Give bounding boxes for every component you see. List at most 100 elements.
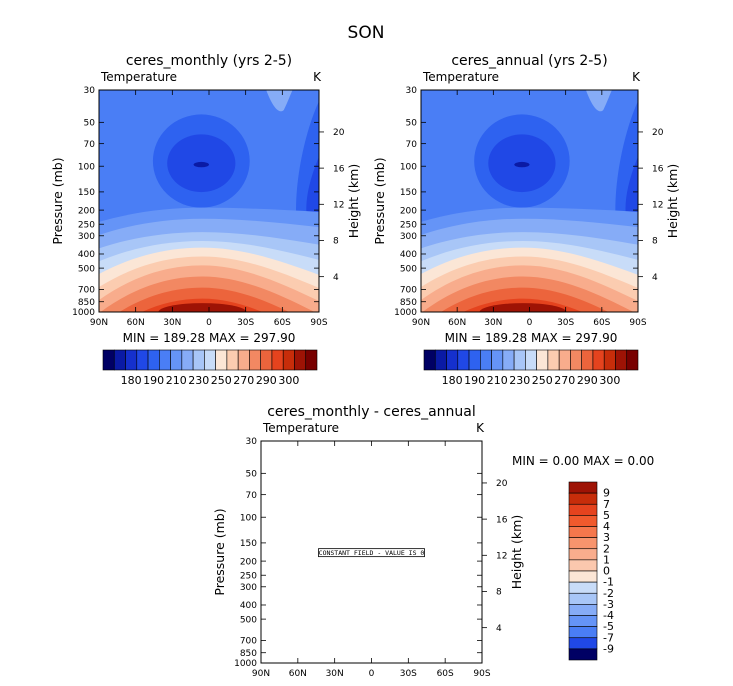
- pressure-tick-label: 50: [246, 470, 258, 480]
- colorbar-box: [215, 349, 228, 371]
- surface-hot-core: [479, 303, 567, 312]
- panel-title: ceres_monthly - ceres_annual: [267, 404, 476, 420]
- colorbar-box: [226, 349, 239, 371]
- colorbar-box: [568, 537, 598, 550]
- colorbar-box: [468, 349, 481, 371]
- colorbar-label: 210: [166, 374, 187, 387]
- latitude-tick-label: 60S: [274, 318, 291, 328]
- latitude-tick-label: 60N: [448, 318, 466, 328]
- latitude-tick-label: 90S: [629, 318, 646, 328]
- colorbar-box: [581, 349, 594, 371]
- colorbar-box: [237, 349, 250, 371]
- colorbar-box: [558, 349, 571, 371]
- pressure-tick-label: 30: [84, 86, 96, 96]
- y-axis-right-title: Height (km): [665, 164, 680, 238]
- pressure-tick-label: 30: [406, 86, 418, 96]
- pressure-tick-label: 250: [400, 220, 417, 230]
- pressure-tick-label: 100: [240, 513, 257, 523]
- latitude-tick-label: 30S: [400, 669, 417, 679]
- colorbar-box: [568, 604, 598, 616]
- colorbar-label: 270: [554, 374, 575, 387]
- colorbar-box: [147, 349, 160, 371]
- pressure-tick-label: 250: [240, 571, 257, 581]
- y-axis-right-title: Height (km): [346, 164, 361, 238]
- colorbar-label: 2: [603, 542, 610, 555]
- y-axis-title: Pressure (mb): [50, 157, 65, 244]
- height-tick-label: 16: [652, 164, 664, 174]
- pressure-tick-label: 200: [240, 557, 257, 567]
- colorbar-label: 210: [487, 374, 508, 387]
- colorbar-box: [192, 349, 205, 371]
- panel-title: ceres_annual (yrs 2-5): [451, 53, 607, 69]
- upper-pale-tongue: [266, 90, 293, 112]
- latitude-tick-label: 60S: [437, 669, 454, 679]
- latitude-tick-label: 30N: [163, 318, 181, 328]
- pressure-tick-label: 250: [78, 220, 95, 230]
- variable-label: Temperature: [262, 421, 339, 435]
- pressure-tick-label: 700: [240, 637, 257, 647]
- height-tick-label: 4: [652, 273, 658, 283]
- colorbar-box: [305, 349, 318, 371]
- height-tick-label: 16: [496, 515, 508, 525]
- colorbar-label: 290: [256, 374, 277, 387]
- colorbar-box: [568, 503, 598, 516]
- colorbar-box: [568, 526, 598, 538]
- pressure-tick-label: 850: [240, 649, 257, 659]
- colorbar-box: [434, 349, 447, 371]
- pressure-tick-label: 70: [84, 140, 96, 150]
- figure-title: SON: [348, 23, 385, 43]
- min-max-stats: MIN = 189.28 MAX = 297.90: [123, 331, 296, 345]
- colorbar-box: [570, 349, 582, 371]
- pressure-tick-label: 200: [78, 206, 95, 216]
- colorbar-label: 250: [211, 374, 232, 387]
- units-label: K: [313, 70, 322, 84]
- panel-annual: ceres_annual (yrs 2-5)Temperature K 30 50 70…: [372, 53, 680, 387]
- height-tick-label: 16: [333, 164, 345, 174]
- variable-label: Temperature: [422, 70, 499, 84]
- colorbar-box: [170, 349, 183, 371]
- height-tick-label: 8: [496, 588, 502, 598]
- colorbar-label: 250: [532, 374, 553, 387]
- min-max-stats: MIN = 0.00 MAX = 0.00: [512, 454, 654, 468]
- height-tick-label: 20: [652, 128, 664, 138]
- colorbar-box: [615, 349, 628, 371]
- height-tick-label: 8: [333, 237, 339, 247]
- colorbar-label: -7: [603, 631, 614, 644]
- colorbar-box: [603, 349, 616, 371]
- colorbar-box: [568, 570, 598, 583]
- pressure-tick-label: 300: [240, 583, 257, 593]
- colorbar-box: [568, 581, 598, 594]
- pressure-tick-label: 100: [400, 162, 417, 172]
- colorbar-box: [568, 515, 598, 527]
- pressure-tick-label: 850: [400, 298, 417, 308]
- pressure-tick-label: 150: [240, 539, 257, 549]
- colorbar-box: [260, 349, 273, 371]
- height-tick-label: 4: [333, 273, 339, 283]
- constant-field-box: [318, 548, 425, 558]
- colorbar-box: [181, 349, 194, 371]
- colorbar-box: [536, 349, 549, 371]
- colorbar-box: [446, 349, 459, 371]
- latitude-tick-label: 60N: [127, 318, 145, 328]
- colorbar-box: [547, 349, 560, 371]
- pressure-tick-label: 400: [400, 250, 417, 260]
- pressure-tick-label: 150: [78, 188, 95, 198]
- colorbar-box: [423, 349, 436, 371]
- colorbar-box: [568, 637, 598, 650]
- colorbar-box: [626, 349, 639, 371]
- latitude-tick-label: 60N: [289, 669, 307, 679]
- latitude-tick-label: 60S: [593, 318, 610, 328]
- height-tick-label: 20: [496, 479, 508, 489]
- colorbar-label: 1: [603, 553, 610, 566]
- colorbar-label: 0: [603, 565, 610, 578]
- pressure-tick-label: 50: [84, 119, 96, 129]
- latitude-tick-label: 0: [527, 318, 533, 328]
- y-axis-title: Pressure (mb): [372, 157, 387, 244]
- colorbar-label: -5: [603, 620, 614, 633]
- latitude-tick-label: 0: [369, 669, 375, 679]
- colorbar-label: -1: [603, 576, 614, 589]
- pressure-tick-label: 500: [400, 264, 417, 274]
- pressure-tick-label: 1000: [72, 308, 95, 318]
- pressure-tick-label: 400: [78, 250, 95, 260]
